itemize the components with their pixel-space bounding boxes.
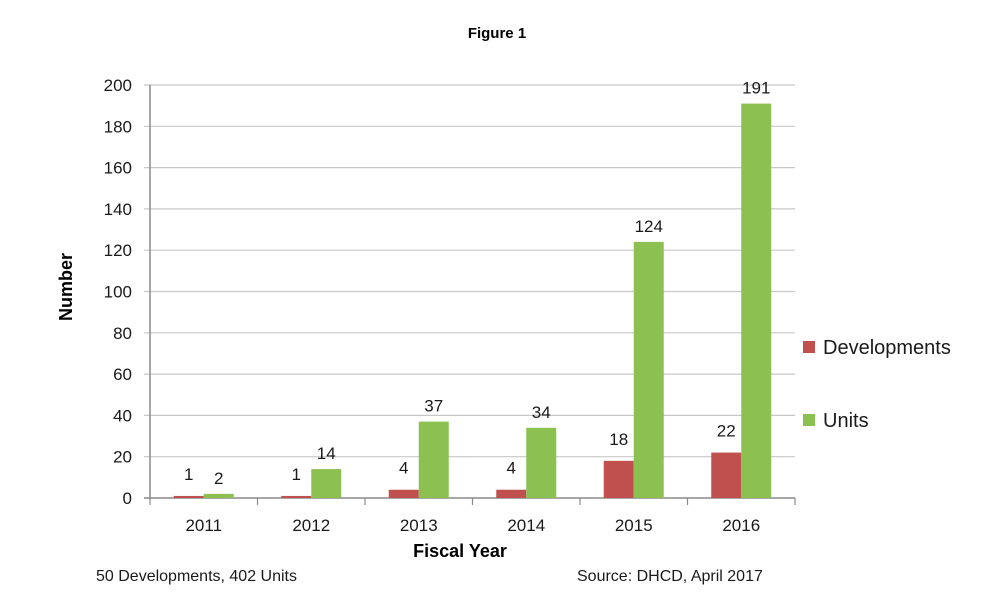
data-label: 22 xyxy=(717,422,736,441)
y-tick-label: 60 xyxy=(113,365,132,384)
y-axis-title: Number xyxy=(56,253,76,321)
bar-units xyxy=(418,421,449,498)
y-tick-label: 180 xyxy=(104,117,132,136)
bar-units xyxy=(526,427,557,498)
bar-units xyxy=(633,241,664,498)
x-tick-label: 2016 xyxy=(722,516,760,535)
data-label: 2 xyxy=(214,469,223,488)
y-tick-label: 160 xyxy=(104,159,132,178)
x-axis: 2011 2012 2013 2014 2015 2016 xyxy=(149,498,796,535)
legend-label-developments: Developments xyxy=(823,337,951,359)
bar-developments xyxy=(173,495,204,498)
legend: Developments Units xyxy=(803,337,951,432)
y-tick-label: 200 xyxy=(104,76,132,95)
legend-swatch-units xyxy=(803,414,815,426)
bar-developments xyxy=(281,495,312,498)
source-note: Source: DHCD, April 2017 xyxy=(577,568,763,585)
data-label: 1 xyxy=(184,465,193,484)
data-label: 14 xyxy=(317,444,336,463)
data-label: 124 xyxy=(635,217,663,236)
data-label: 4 xyxy=(507,459,516,478)
data-label: 34 xyxy=(532,403,551,422)
data-label: 37 xyxy=(424,397,443,416)
totals-note: 50 Developments, 402 Units xyxy=(96,568,297,585)
bar-units xyxy=(741,103,772,499)
y-tick-label: 140 xyxy=(104,200,132,219)
legend-label-units: Units xyxy=(823,410,869,432)
y-axis: 0 20 40 60 80 100 120 140 160 180 200 xyxy=(104,76,151,508)
gridlines xyxy=(144,84,795,499)
bar-units xyxy=(311,469,342,498)
bar-units xyxy=(203,493,234,498)
bars xyxy=(173,103,772,499)
bar-developments xyxy=(496,489,527,498)
data-label: 18 xyxy=(609,430,628,449)
y-tick-label: 120 xyxy=(104,241,132,260)
y-tick-label: 40 xyxy=(113,406,132,425)
x-tick-label: 2014 xyxy=(507,516,545,535)
x-axis-title: Fiscal Year xyxy=(413,541,507,561)
y-tick-label: 0 xyxy=(123,489,132,508)
x-tick-label: 2012 xyxy=(292,516,330,535)
y-tick-label: 20 xyxy=(113,448,132,467)
x-tick-label: 2015 xyxy=(615,516,653,535)
x-tick-label: 2011 xyxy=(185,516,222,535)
bar-developments xyxy=(711,452,742,498)
y-tick-label: 100 xyxy=(104,283,132,302)
bar-developments xyxy=(388,489,419,498)
data-label: 1 xyxy=(292,465,301,484)
data-label: 191 xyxy=(742,79,770,98)
y-tick-label: 80 xyxy=(113,324,132,343)
data-label: 4 xyxy=(399,459,408,478)
chart-title: Figure 1 xyxy=(468,25,526,42)
bar-developments xyxy=(603,460,634,498)
x-tick-label: 2013 xyxy=(400,516,438,535)
legend-swatch-developments xyxy=(803,341,815,353)
